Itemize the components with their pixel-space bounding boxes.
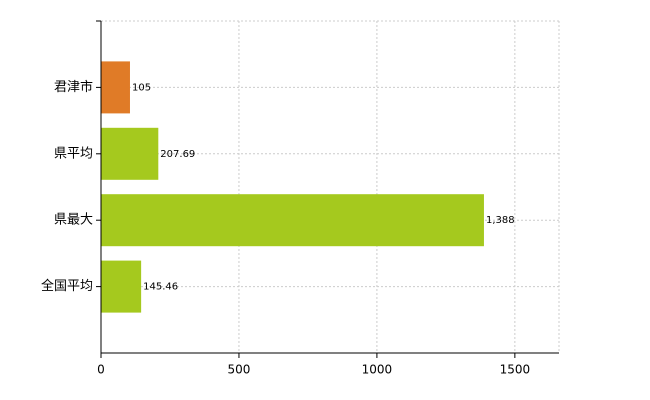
value-label: 1,388 [486,215,515,226]
y-tick-label: 県最大 [54,213,93,228]
bar [101,127,159,180]
x-tick-label: 1500 [500,363,531,377]
value-label: 105 [132,82,151,93]
y-tick-label: 全国平均 [41,278,93,294]
y-tick-label: 君津市 [54,79,93,95]
value-label: 145.46 [143,282,178,293]
bar [101,260,142,313]
x-tick-label: 0 [97,363,105,377]
value-label: 207.69 [160,149,195,160]
x-tick-label: 1000 [362,363,393,377]
bar [101,61,130,114]
y-tick-label: 県平均 [54,146,93,161]
bar [101,194,484,247]
x-tick-label: 500 [227,363,250,377]
